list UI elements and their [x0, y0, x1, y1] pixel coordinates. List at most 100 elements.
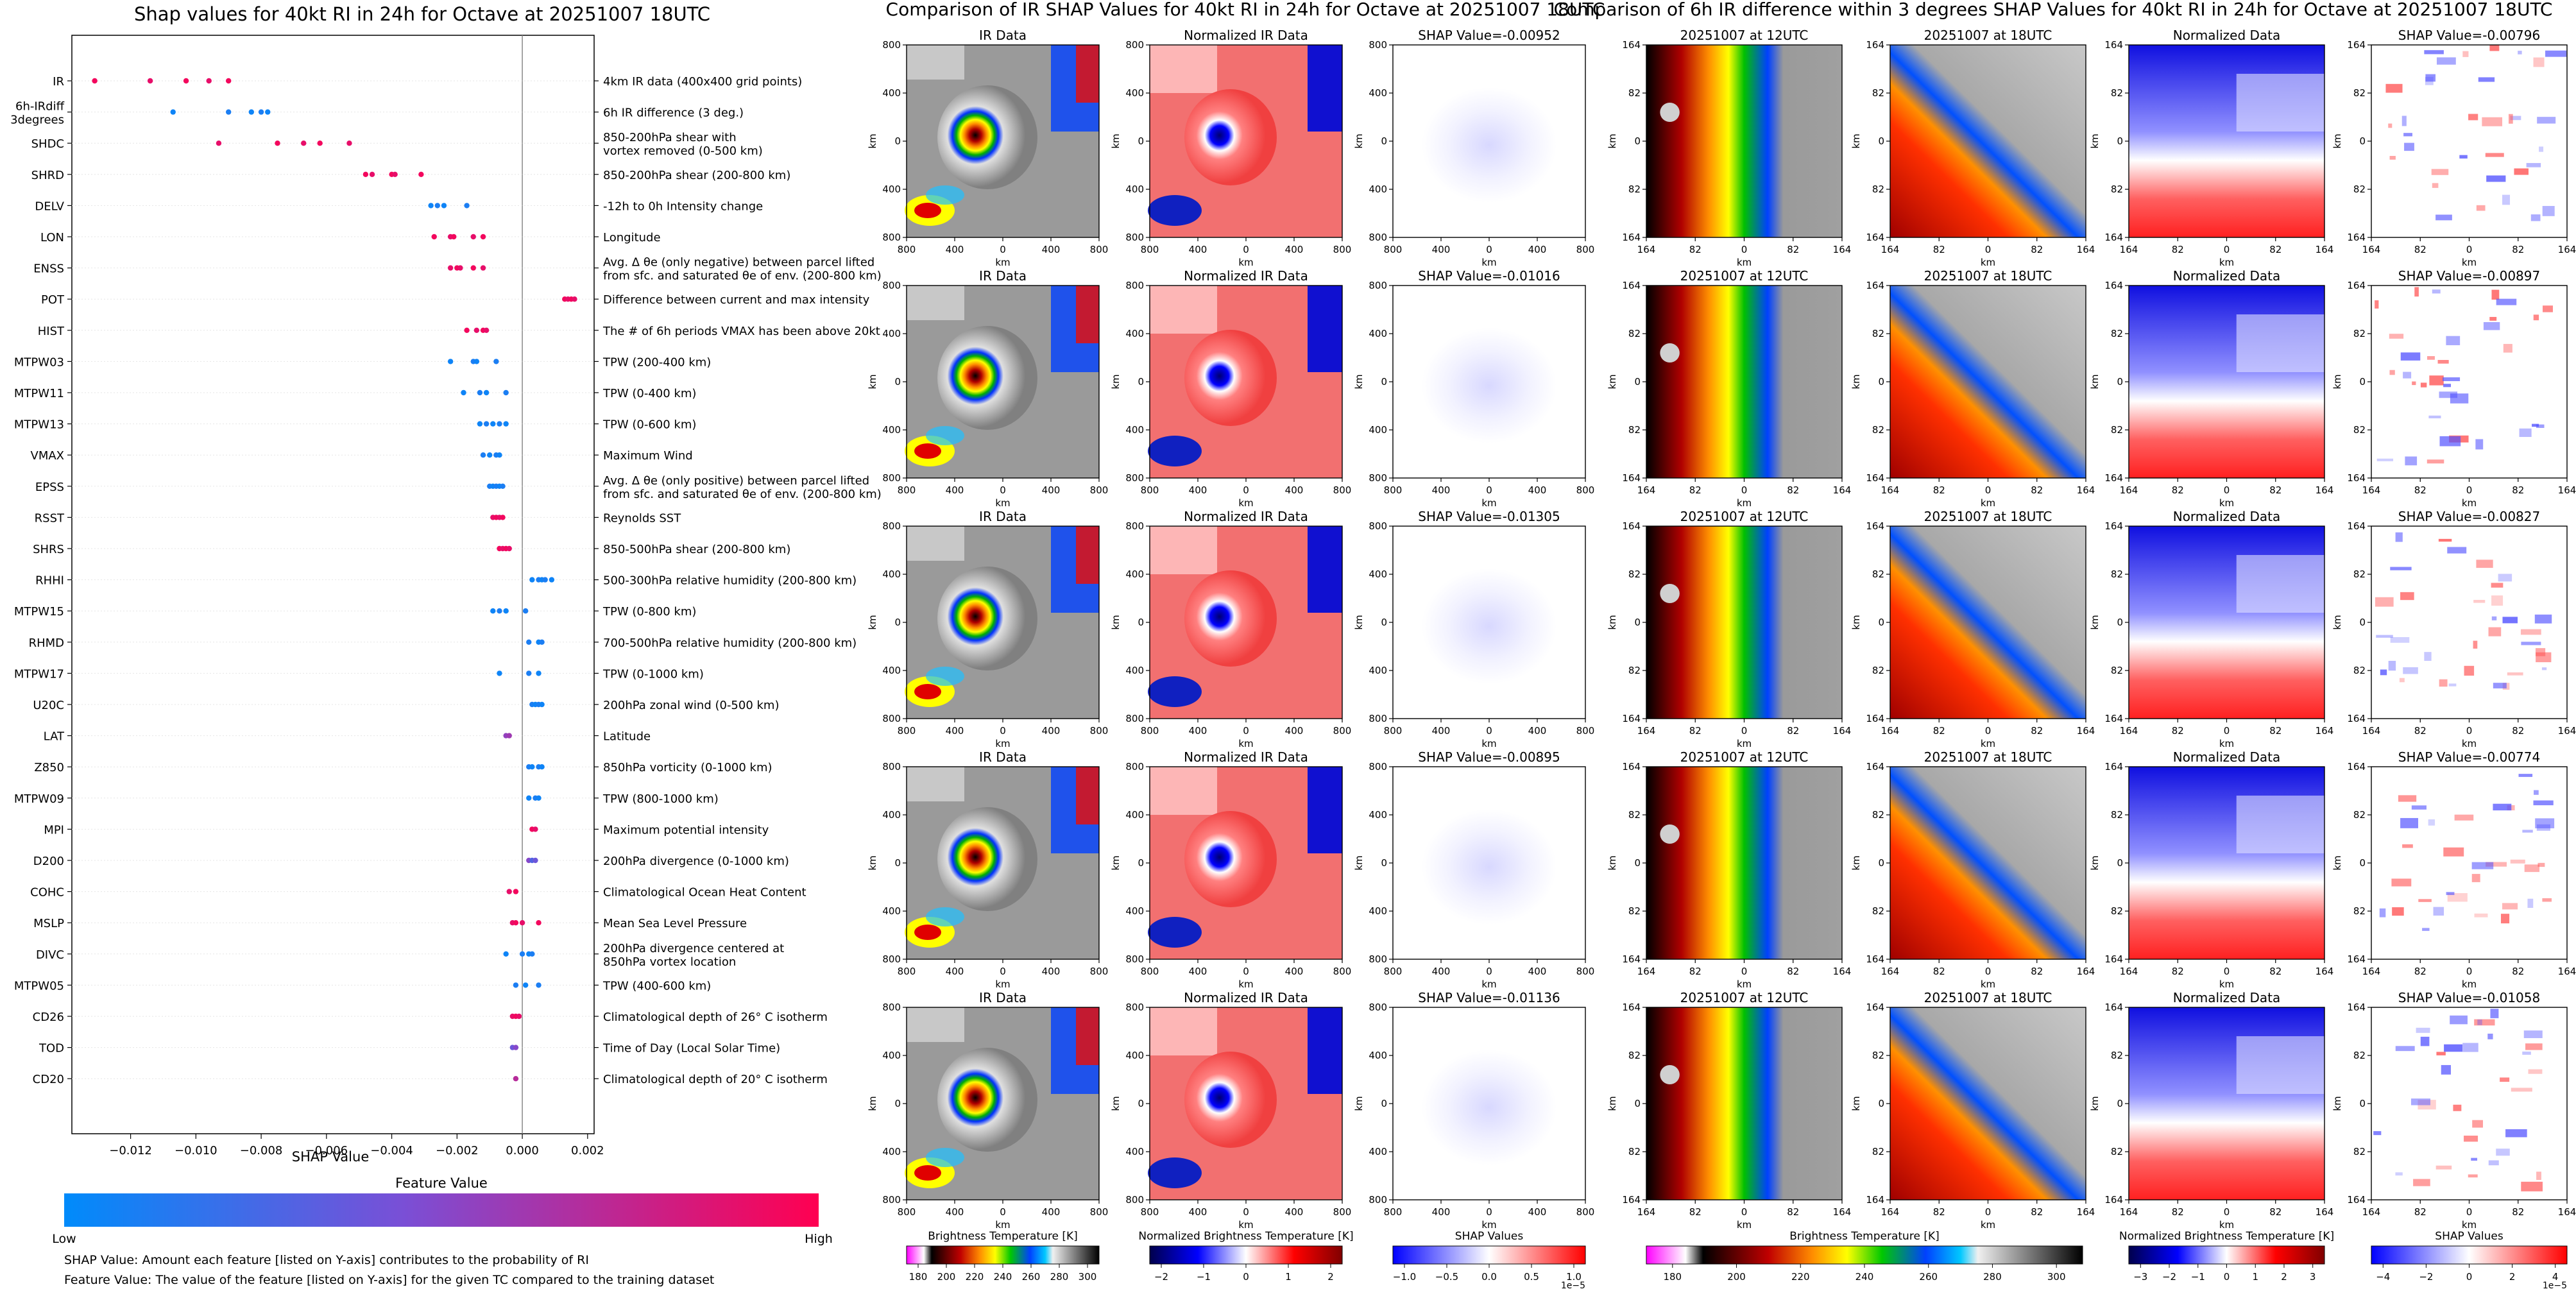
- panel-x-tick-label: 164: [2077, 966, 2095, 977]
- panel-x-tick-label: 400: [1528, 484, 1547, 496]
- colorbar-tick-label: 280: [1983, 1271, 2002, 1283]
- panel-y-tick-label: 164: [1622, 232, 1641, 243]
- panel-x-tick-label: 82: [1933, 725, 1945, 737]
- shap-image-signal: [1422, 328, 1557, 443]
- panel-y-axis-label: km: [1607, 374, 1618, 389]
- feature-description: Climatological depth of 20° C isotherm: [603, 1073, 828, 1086]
- panel-x-tick-label: 164: [1637, 484, 1656, 496]
- shap-point: [248, 109, 255, 115]
- colorbar-high-label: High: [805, 1232, 833, 1246]
- panel-x-axis-label: km: [1737, 257, 1752, 268]
- shapdiff-cell: [2404, 142, 2414, 151]
- panel-x-axis-label: km: [995, 1219, 1010, 1231]
- feature-name: MTPW15: [14, 605, 64, 619]
- shapdiff-cell: [2500, 914, 2510, 924]
- feature-description: Climatological Ocean Heat Content: [603, 886, 806, 900]
- panel-x-tick-label: 164: [1881, 725, 1900, 737]
- panel-y-tick-label: 0: [2117, 1098, 2123, 1109]
- panel-x-axis-label: km: [1481, 1219, 1496, 1231]
- panel-y-tick-label: 800: [882, 713, 901, 724]
- panel-y-tick-label: 800: [1369, 713, 1387, 724]
- shapdiff-cell: [2541, 667, 2547, 670]
- panel-y-tick-label: 82: [2353, 809, 2366, 821]
- panel-y-axis-label: km: [2332, 133, 2343, 148]
- shapdiff-cell: [2411, 805, 2427, 810]
- normdiff-patch: [2236, 796, 2324, 853]
- panel-y-tick-label: 0: [1878, 1098, 1884, 1109]
- shap-point: [431, 234, 437, 240]
- shapdiff-cell: [2483, 322, 2500, 330]
- panel-title: Normalized Data: [2173, 268, 2281, 284]
- colorbar-tick-label: −1.0: [1393, 1271, 1416, 1283]
- feature-name-labels: IR 6h-IRdiff 3degrees SHDC SHRD DELV LON ENSS PO…: [10, 75, 65, 1086]
- shapdiff-cell: [2444, 1044, 2463, 1052]
- shap-points: [92, 78, 577, 1082]
- shapdiff-cell: [2468, 1174, 2478, 1178]
- shap-point: [500, 515, 506, 520]
- shap-point: [434, 203, 440, 209]
- panel-y-tick-label: 164: [1866, 232, 1884, 243]
- colorbar: [1392, 1245, 1586, 1265]
- panel-y-tick-label: 800: [1125, 232, 1144, 243]
- ir-cloud-core: [1076, 526, 1099, 584]
- shapdiff-cell: [2425, 76, 2434, 85]
- panel-x-tick-label: 0: [1000, 1206, 1006, 1218]
- panel-x-tick-label: 164: [2362, 1206, 2381, 1218]
- panel-x-tick-label: 800: [1333, 966, 1352, 977]
- feature-description: 200hPa divergence centered at 850hPa vort…: [603, 942, 784, 969]
- shapdiff-cell: [2476, 559, 2493, 568]
- x-tick-label: −0.008: [240, 1144, 283, 1157]
- shap-point: [519, 951, 525, 957]
- shapdiff-cell: [2518, 774, 2533, 777]
- diff12-image: [1646, 286, 1842, 478]
- panel-y-tick-label: 0: [1634, 617, 1641, 628]
- panel-x-tick-label: 82: [1689, 244, 1702, 255]
- panel-title: 20251007 at 18UTC: [1924, 509, 2052, 524]
- feature-name: MPI: [44, 823, 64, 837]
- panel-y-tick-label: 400: [1369, 665, 1387, 676]
- panel-y-tick-label: 400: [882, 1050, 901, 1061]
- panel-y-tick-label: 82: [1628, 905, 1641, 917]
- shapdiff-cell: [2533, 314, 2539, 321]
- panel-x-tick-label: 800: [1141, 966, 1159, 977]
- feature-name: ENSS: [33, 262, 64, 276]
- panel-x-tick-label: 164: [1881, 966, 1900, 977]
- shapdiff-cell: [2436, 57, 2456, 65]
- shapdiff-cell: [2478, 77, 2495, 82]
- shap-point: [457, 265, 463, 271]
- panel-x-tick-label: 0: [1985, 1206, 1992, 1218]
- shapdiff-cell: [2521, 642, 2541, 645]
- panel-x-tick-label: 0: [1741, 1206, 1748, 1218]
- panel-y-tick-label: 400: [1369, 1146, 1387, 1157]
- shapdiff-cell: [2545, 50, 2567, 57]
- shap-point: [500, 483, 506, 489]
- shap-point: [470, 265, 476, 271]
- panel-y-tick-label: 400: [882, 568, 901, 580]
- feature-name: MTPW17: [14, 667, 64, 681]
- panel-x-tick-label: 82: [2172, 966, 2184, 977]
- feature-description: TPW (400-600 km): [602, 979, 711, 993]
- shap-x-axis-ticks: −0.012 −0.010 −0.008 −0.006 −0.004 −0.002 0.00…: [109, 1134, 604, 1157]
- shapdiff-cell: [2536, 1172, 2541, 1180]
- colorbar-tick-label: −1: [2191, 1271, 2205, 1283]
- diff18-image: [1890, 45, 2086, 237]
- norm-storm-core: [1184, 570, 1277, 667]
- panel-title: Normalized Data: [2173, 990, 2281, 1005]
- panel-y-tick-label: 400: [1369, 87, 1387, 99]
- panel-y-tick-label: 0: [894, 135, 901, 147]
- panel-x-tick-label: 0: [1000, 966, 1006, 977]
- panel-y-tick-label: 164: [1866, 713, 1884, 724]
- shapdiff-cell: [2475, 439, 2484, 450]
- panel-y-tick-label: 82: [2353, 328, 2366, 339]
- ir-cloud-core: [1076, 286, 1099, 343]
- shapdiff-cell: [2402, 844, 2413, 848]
- feature-description: Mean Sea Level Pressure: [603, 917, 747, 930]
- x-tick-label: 0.002: [571, 1144, 604, 1157]
- ir-convection-cyan: [926, 667, 964, 686]
- shap-point: [519, 920, 525, 926]
- shapdiff-cell: [2443, 847, 2464, 857]
- panel-x-tick-label: 82: [2172, 244, 2184, 255]
- panel-x-tick-label: 0: [1741, 725, 1748, 737]
- diff18-image: [1890, 1007, 2086, 1200]
